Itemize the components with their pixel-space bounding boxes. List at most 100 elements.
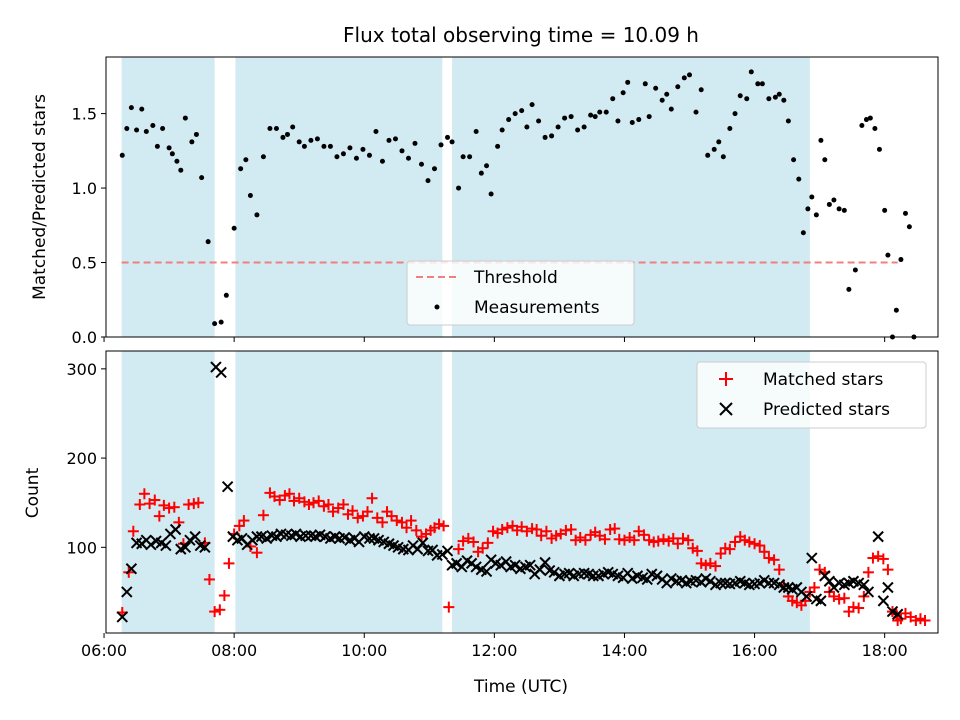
measurement-point (456, 185, 462, 191)
measurement-point (273, 125, 279, 131)
matched-star-point (682, 534, 694, 546)
predicted-star-point (363, 532, 376, 545)
measurement-point (675, 84, 681, 90)
matched-star-point (838, 592, 850, 604)
measurement-point (205, 239, 211, 245)
measurement-point (841, 207, 847, 213)
top-chart-title: Flux total observing time = 10.09 h (343, 23, 699, 47)
measurement-point (893, 307, 899, 313)
predicted-star-point (199, 541, 211, 554)
measurement-point (687, 72, 693, 78)
measurement-point (813, 212, 819, 218)
measurement-point (124, 125, 130, 131)
measurement-point (555, 124, 561, 130)
matched-star-point (391, 515, 403, 527)
matched-star-point (599, 533, 611, 545)
measurement-point (781, 97, 787, 103)
measurement-point (445, 134, 451, 140)
matched-star-point (376, 516, 388, 528)
measurement-point (581, 124, 587, 130)
measurement-point (642, 81, 648, 87)
measurement-point (766, 96, 772, 102)
y-tick-label: 1.0 (72, 179, 97, 198)
matched-star-point (758, 546, 770, 558)
matched-star-point (579, 534, 591, 546)
measurement-point (353, 155, 359, 161)
matched-star-point (808, 581, 820, 593)
legend-matched-label: Matched stars (763, 370, 883, 390)
measurement-point (169, 151, 175, 157)
measurement-point (620, 90, 626, 96)
matched-star-point (482, 537, 494, 549)
predicted-star-point (823, 575, 836, 587)
bottom-y-axis-label: Count (23, 467, 43, 518)
matched-star-point (501, 522, 513, 534)
measurement-point (321, 143, 327, 149)
predicted-star-point (877, 595, 890, 607)
bottom-legend: Matched stars Predicted stars (696, 361, 927, 429)
measurement-point (822, 157, 828, 163)
measurement-point (267, 125, 273, 131)
matched-star-point (892, 615, 904, 627)
measurement-point (549, 133, 555, 139)
measurement-point (379, 158, 385, 164)
matched-star-point (223, 557, 235, 569)
measurement-point (425, 178, 431, 184)
predicted-star-point (480, 565, 493, 578)
measurement-point (301, 143, 307, 149)
x-tick-label: 12:00 (471, 641, 517, 660)
matched-star-point (477, 542, 489, 554)
legend-measurements-label: Measurements (474, 298, 600, 318)
measurement-point (755, 81, 761, 87)
measurement-point (693, 109, 699, 115)
matched-star-point (768, 554, 780, 566)
matched-star-point (251, 547, 263, 559)
matched-star-point (609, 523, 621, 535)
predicted-star-point (299, 530, 312, 542)
measurement-point (150, 123, 156, 129)
matched-star-point (540, 525, 552, 537)
predicted-stars-points (116, 361, 904, 623)
measurement-point (668, 106, 674, 112)
measurement-point (698, 87, 704, 93)
predicted-star-point (800, 590, 813, 603)
predicted-star-point (169, 523, 182, 536)
y-tick-label: 0.0 (72, 328, 97, 347)
top-legend-box (406, 260, 635, 326)
predicted-star-point (121, 586, 133, 598)
predicted-star-point (179, 541, 192, 554)
shaded-interval-0 (121, 57, 215, 337)
predicted-star-point (450, 557, 463, 570)
measurement-point (615, 118, 621, 124)
measurement-point (405, 155, 411, 161)
measurement-point (290, 124, 296, 130)
measurement-points (119, 69, 917, 340)
predicted-star-point (441, 545, 454, 557)
measurement-point (885, 252, 891, 258)
measurement-point (212, 321, 218, 327)
measurement-point (744, 96, 750, 102)
matched-star-point (214, 604, 226, 616)
measurement-point (542, 134, 548, 140)
matched-star-point (754, 540, 766, 552)
measurement-point (809, 194, 815, 200)
matched-star-point (743, 536, 755, 548)
measurement-point (705, 152, 711, 158)
measurement-point (506, 117, 512, 123)
predicted-star-point (251, 530, 263, 543)
measurement-point (872, 125, 878, 131)
measurement-point (340, 151, 346, 157)
matched-star-point (468, 536, 480, 548)
x-tick-label: 18:00 (862, 641, 908, 660)
matched-star-point (672, 538, 684, 550)
measurement-point (805, 206, 811, 212)
top-legend: Threshold Measurements (406, 260, 635, 326)
measurement-point (238, 166, 244, 172)
measurement-point (529, 102, 535, 108)
matched-star-point (362, 506, 374, 518)
measurement-point (524, 124, 530, 130)
matched-star-point (209, 606, 221, 618)
measurement-point (846, 286, 852, 292)
matched-star-point (710, 560, 722, 572)
matched-star-point (867, 552, 879, 564)
